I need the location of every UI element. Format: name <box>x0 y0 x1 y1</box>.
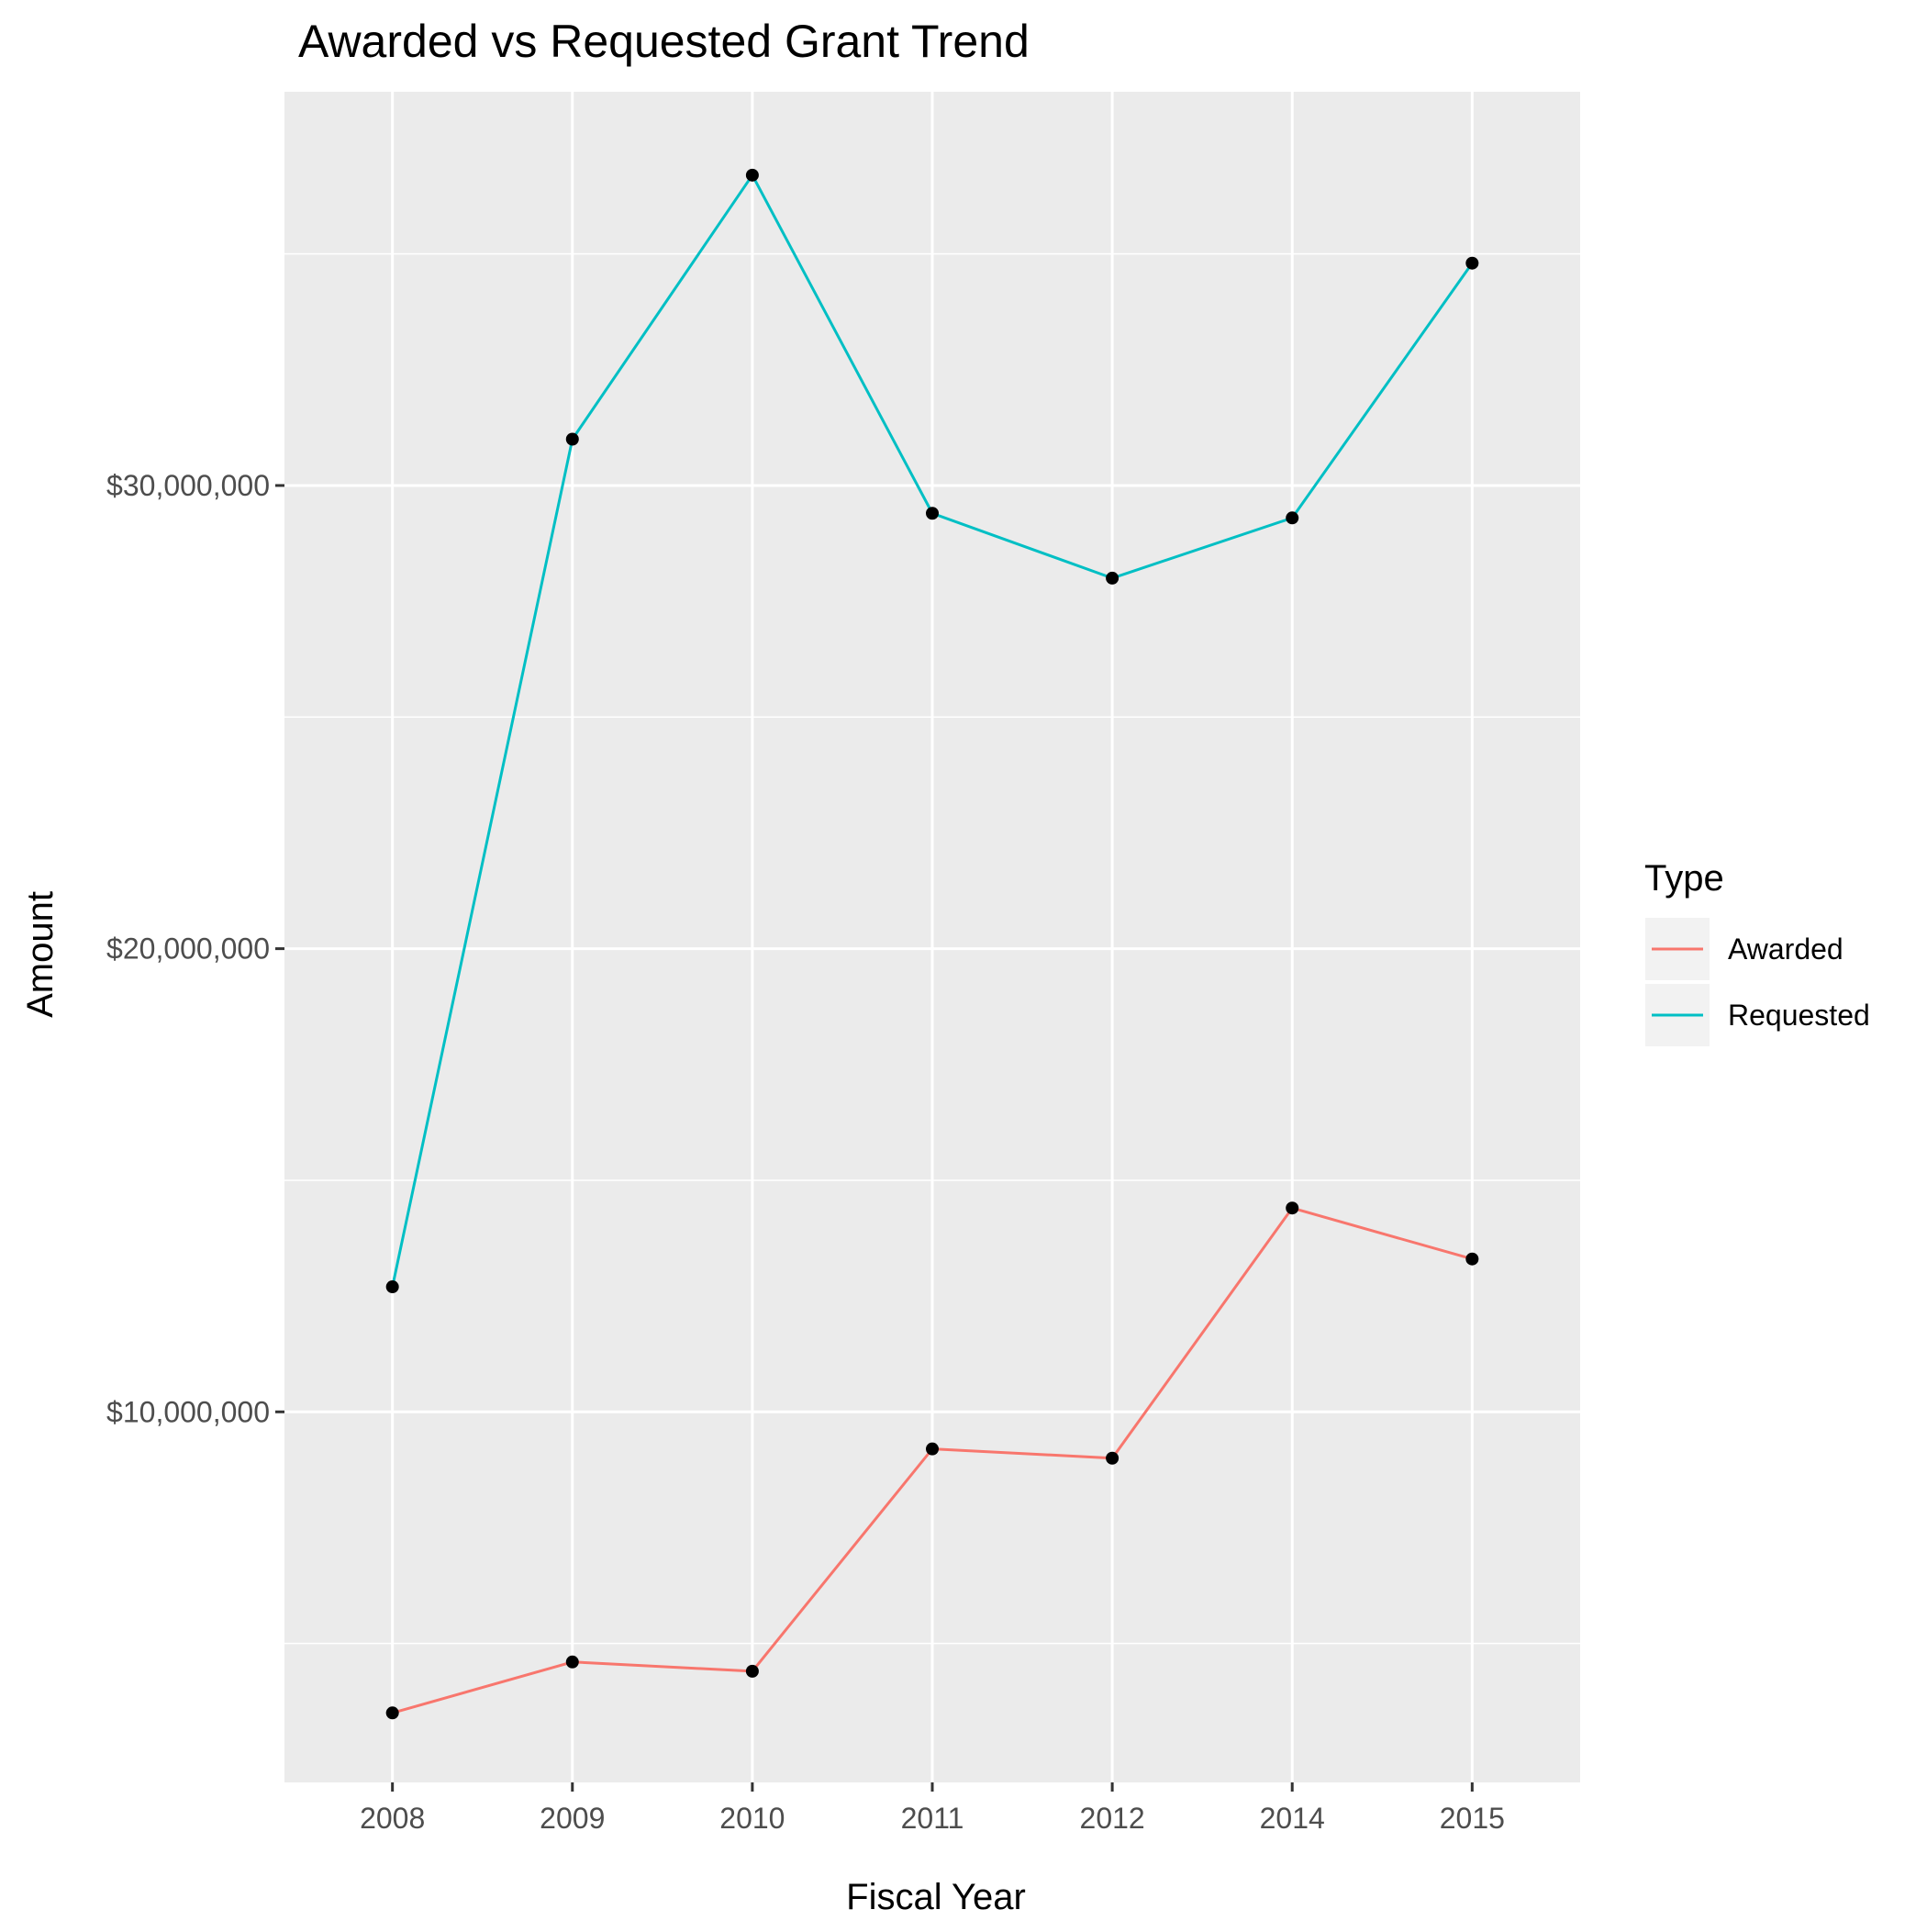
x-tick-label: 2012 <box>1080 1802 1145 1835</box>
y-tick-label: $20,000,000 <box>106 932 270 966</box>
data-point-requested <box>1465 256 1479 270</box>
data-point-awarded <box>385 1706 399 1720</box>
data-point-requested <box>1286 511 1299 525</box>
x-tick-label: 2015 <box>1440 1802 1505 1835</box>
x-tick-label: 2008 <box>360 1802 425 1835</box>
y-tick-label: $10,000,000 <box>106 1395 270 1428</box>
data-point-requested <box>745 168 759 182</box>
data-point-awarded <box>745 1664 759 1678</box>
data-point-requested <box>926 507 939 520</box>
x-tick-label: 2011 <box>901 1802 964 1835</box>
x-tick-label: 2014 <box>1260 1802 1325 1835</box>
x-tick-label: 2010 <box>719 1802 785 1835</box>
y-axis-title: Amount <box>20 891 61 1018</box>
chart-title: Awarded vs Requested Grant Trend <box>298 16 1030 67</box>
legend-label: Requested <box>1728 999 1870 1032</box>
data-point-awarded <box>926 1442 939 1456</box>
data-point-requested <box>385 1280 399 1294</box>
legend: Type Awarded Requested <box>1644 858 1870 1046</box>
data-points <box>385 168 1479 1720</box>
data-point-awarded <box>565 1655 579 1669</box>
data-point-awarded <box>1106 1451 1119 1465</box>
legend-label: Awarded <box>1728 932 1843 966</box>
data-point-awarded <box>1465 1252 1479 1266</box>
major-gridlines <box>284 92 1580 1782</box>
data-point-awarded <box>1286 1201 1299 1215</box>
legend-title: Type <box>1644 858 1724 899</box>
y-tick-label: $30,000,000 <box>106 469 270 502</box>
x-axis: 2008 2009 2010 2011 2012 2014 2015 <box>360 1782 1505 1835</box>
data-point-requested <box>1106 571 1119 585</box>
x-tick-label: 2009 <box>540 1802 605 1835</box>
x-axis-title: Fiscal Year <box>846 1877 1026 1917</box>
y-axis: $10,000,000 $20,000,000 $30,000,000 <box>106 469 284 1428</box>
data-point-requested <box>565 432 579 446</box>
